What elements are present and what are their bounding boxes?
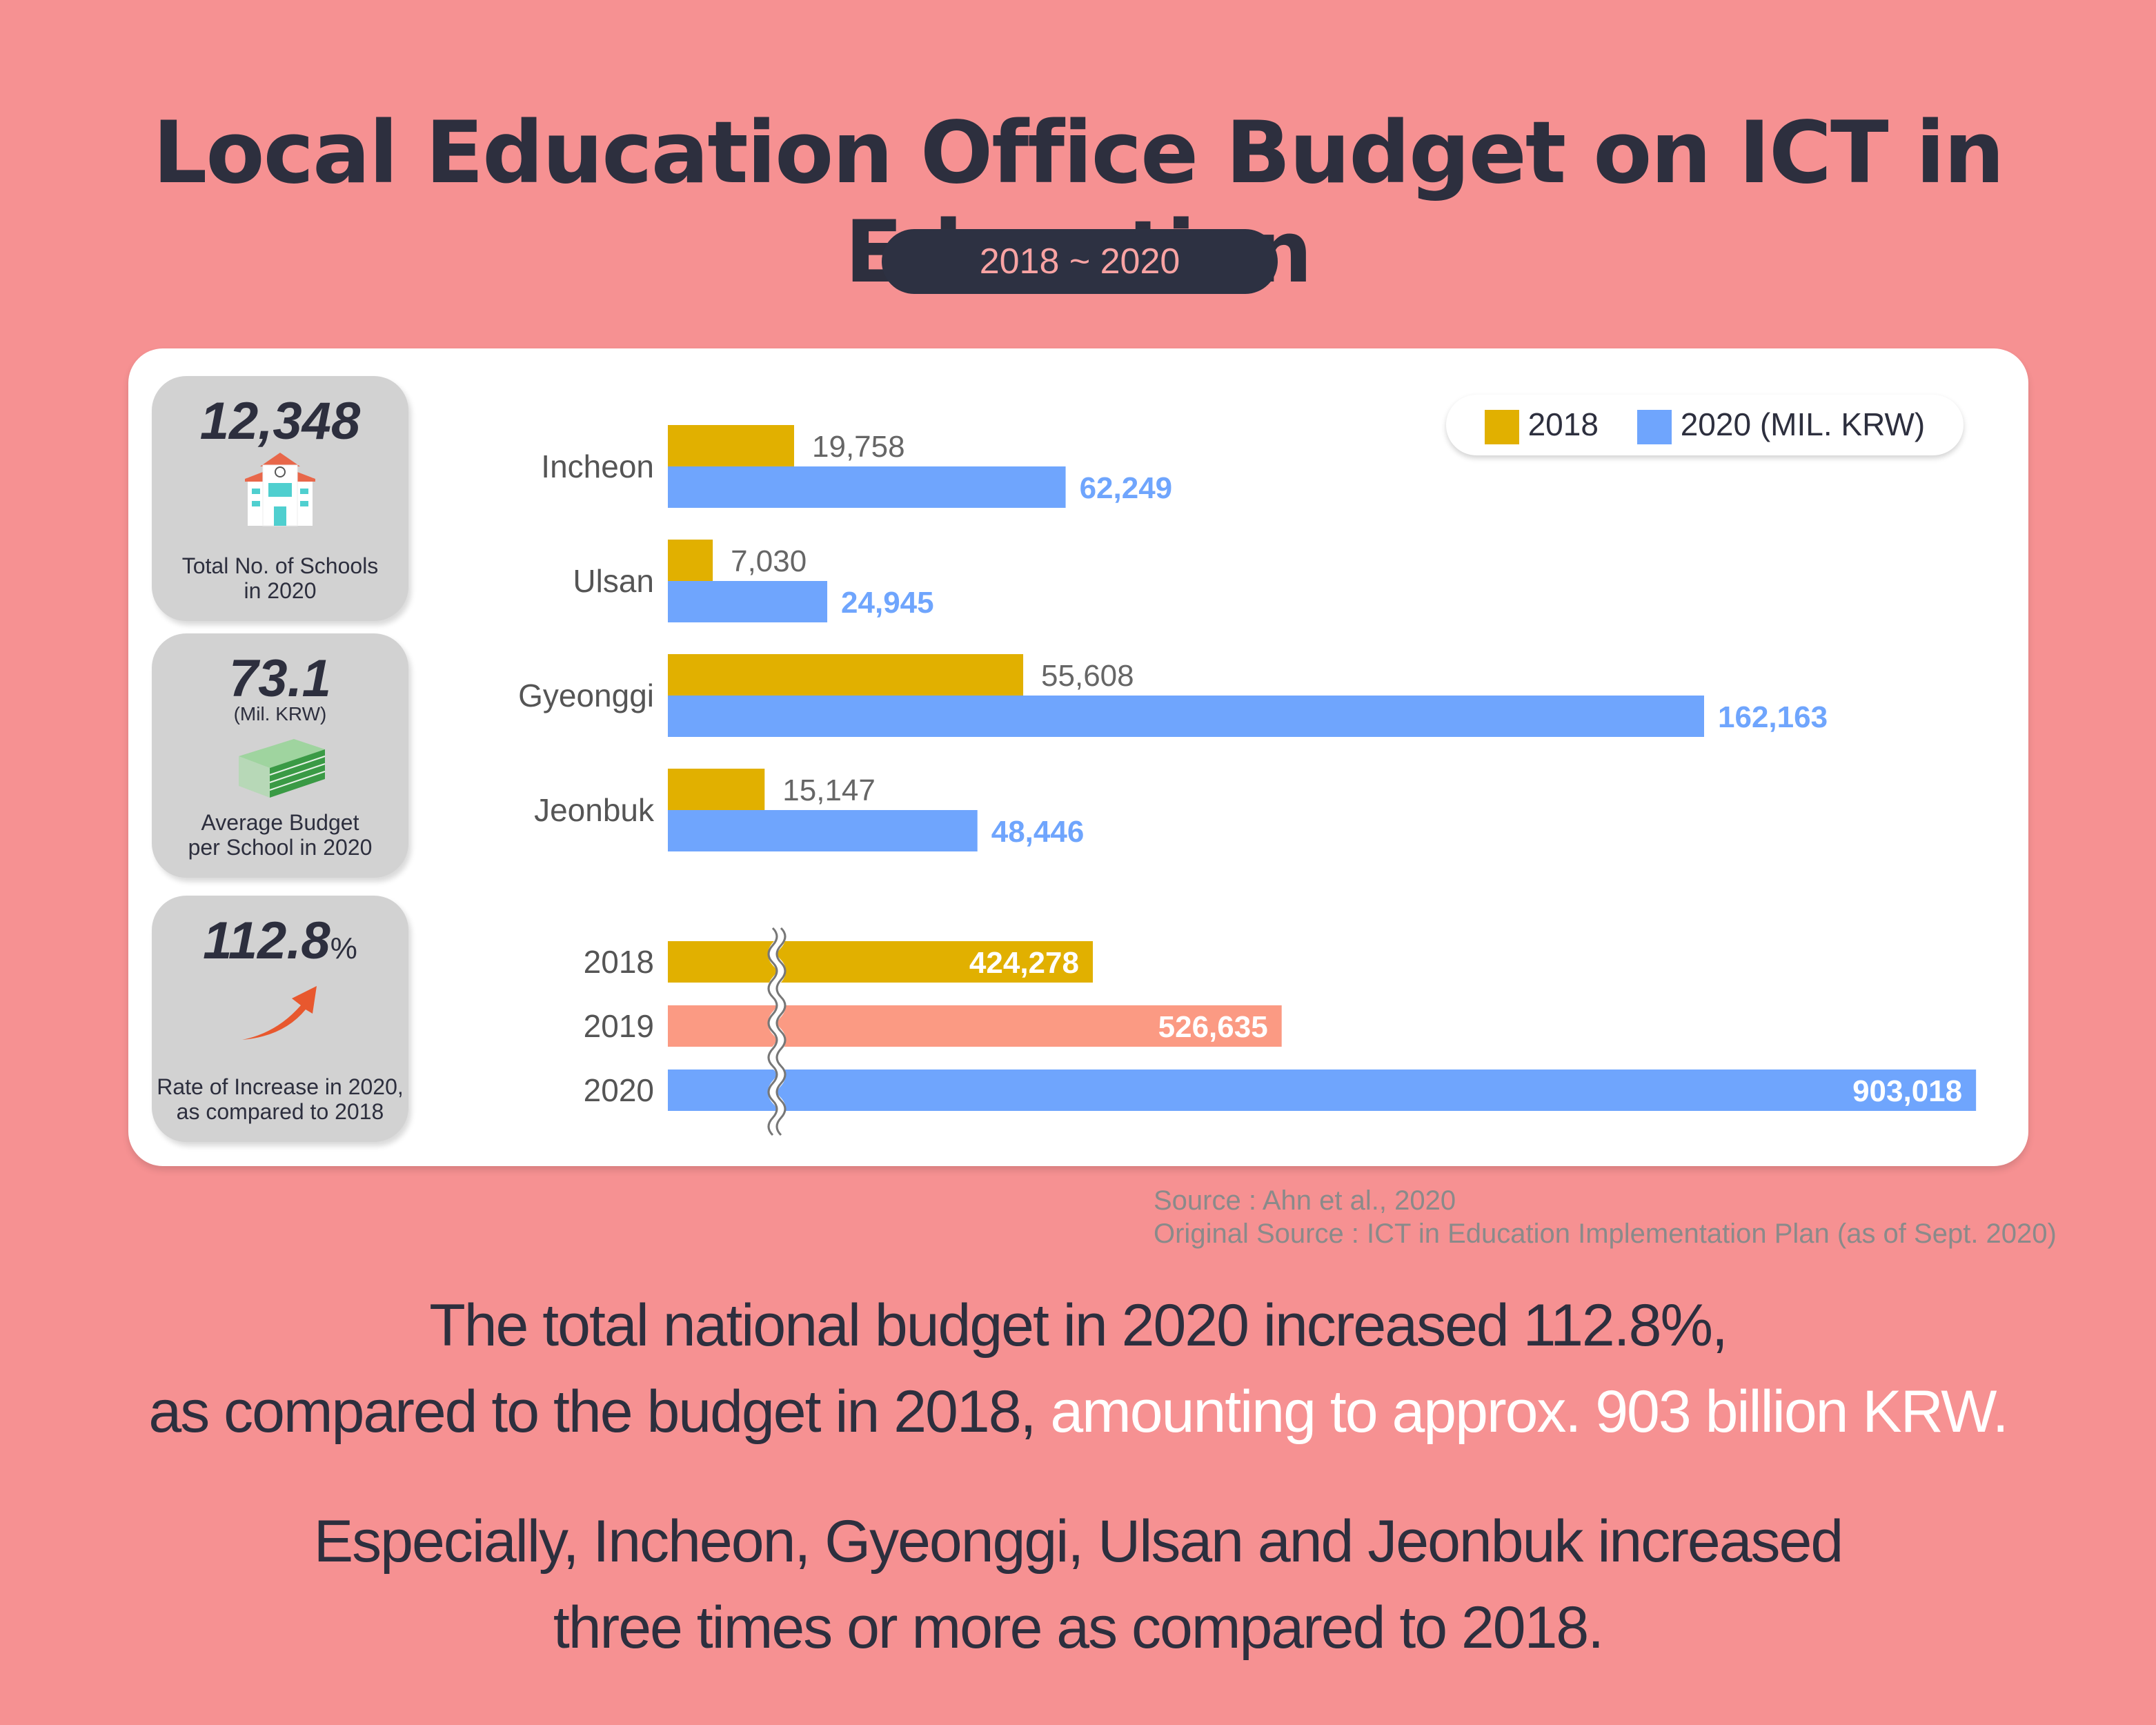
- legend-swatch-2018: [1484, 409, 1519, 444]
- chart-card: 12,348 Total No. of Schools in 2020 73.1 …: [128, 348, 2028, 1166]
- category-label: Ulsan: [573, 563, 654, 599]
- data-label: 19,758: [812, 430, 905, 464]
- stat-label: Total No. of Schools: [181, 553, 379, 578]
- bar-2020-ulsan: [668, 581, 828, 622]
- bar-2020-jeonbuk: [668, 810, 978, 851]
- category-label: Gyeonggi: [518, 678, 654, 713]
- data-label: 55,608: [1041, 659, 1134, 693]
- legend-unit: (MIL. KRW): [1759, 406, 1926, 443]
- stat-label: as compared to 2018: [176, 1099, 384, 1124]
- category-label: Jeonbuk: [534, 792, 655, 828]
- source-line: Original Source : ICT in Education Imple…: [1154, 1219, 2057, 1249]
- bar-2018-ulsan: [668, 540, 713, 581]
- data-label: 48,446: [991, 815, 1085, 849]
- period-badge: 2018 ~ 2020: [882, 229, 1278, 294]
- stat-value: 73.1: [229, 649, 331, 708]
- stat-value: 12,348: [199, 392, 361, 451]
- bar-2020-incheon: [668, 466, 1066, 508]
- data-label: 424,278: [969, 946, 1079, 980]
- stat-unit: (Mil. KRW): [233, 703, 327, 724]
- summary-line: Especially, Incheon, Gyeonggi, Ulsan and…: [313, 1508, 1843, 1575]
- data-label: 903,018: [1852, 1074, 1962, 1108]
- category-label: 2020: [584, 1072, 654, 1108]
- bar-2020-gyeonggi: [668, 696, 1704, 737]
- axis-break-line: [775, 927, 787, 1136]
- data-label: 15,147: [782, 773, 876, 807]
- bar-2018-jeonbuk: [668, 769, 765, 810]
- legend-label-2020: 2020: [1680, 406, 1752, 443]
- stat-label: in 2020: [244, 578, 317, 603]
- data-label: 526,635: [1158, 1010, 1268, 1044]
- bar-2018-incheon: [668, 425, 795, 466]
- bar-total-2020: [668, 1070, 1977, 1111]
- stat-total-schools: 12,348 Total No. of Schools in 2020: [152, 376, 408, 621]
- legend-swatch-2020: [1636, 409, 1672, 444]
- category-label: 2018: [584, 944, 654, 980]
- source-note: Source : Ahn et al., 2020 Original Sourc…: [1154, 1184, 2057, 1250]
- summary-line: The total national budget in 2020 increa…: [429, 1292, 1728, 1359]
- stat-unit: %: [330, 931, 357, 965]
- axis-break-line: [767, 927, 778, 1136]
- stat-value: 112.8: [203, 911, 330, 970]
- stat-label: per School in 2020: [188, 835, 373, 860]
- data-label: 7,030: [731, 544, 807, 578]
- stat-average-budget: 73.1 (Mil. KRW) Average Budget per School…: [152, 633, 408, 878]
- stat-rate-increase: 112.8% Rate of Increase in 2020, as compa…: [152, 896, 408, 1142]
- stat-label: Average Budget: [201, 810, 359, 835]
- chart-legend: 2018 2020 (MIL. KRW): [1446, 395, 1964, 455]
- axis-break-gap: [768, 925, 786, 1138]
- summary-line: three times or more as compared to 2018.: [553, 1595, 1604, 1661]
- source-line: Source : Ahn et al., 2020: [1154, 1185, 1456, 1216]
- school-icon: [245, 453, 315, 526]
- legend-label-2018: 2018: [1527, 406, 1599, 443]
- data-label: 24,945: [841, 586, 934, 620]
- money-stack-icon: [239, 739, 326, 798]
- summary-line: as compared to the budget in 2018, amoun…: [0, 1378, 2156, 1446]
- data-label: 162,163: [1718, 700, 1828, 734]
- category-label: Incheon: [541, 448, 654, 484]
- stat-label: Rate of Increase in 2020,: [157, 1074, 404, 1099]
- bar-chart: Incheon 19,758 62,249 Ulsan 7,030 24,945 Gyeon…: [518, 425, 1977, 1138]
- bar-total-2018: [668, 941, 1093, 983]
- bar-2018-gyeonggi: [668, 654, 1024, 696]
- summary-text: as compared to the budget in 2018,: [148, 1379, 1051, 1445]
- category-label: 2019: [584, 1008, 654, 1044]
- data-label: 62,249: [1080, 471, 1173, 505]
- arrow-up-icon: [242, 986, 317, 1040]
- summary-highlight: amounting to approx. 903 billion KRW.: [1050, 1379, 2008, 1445]
